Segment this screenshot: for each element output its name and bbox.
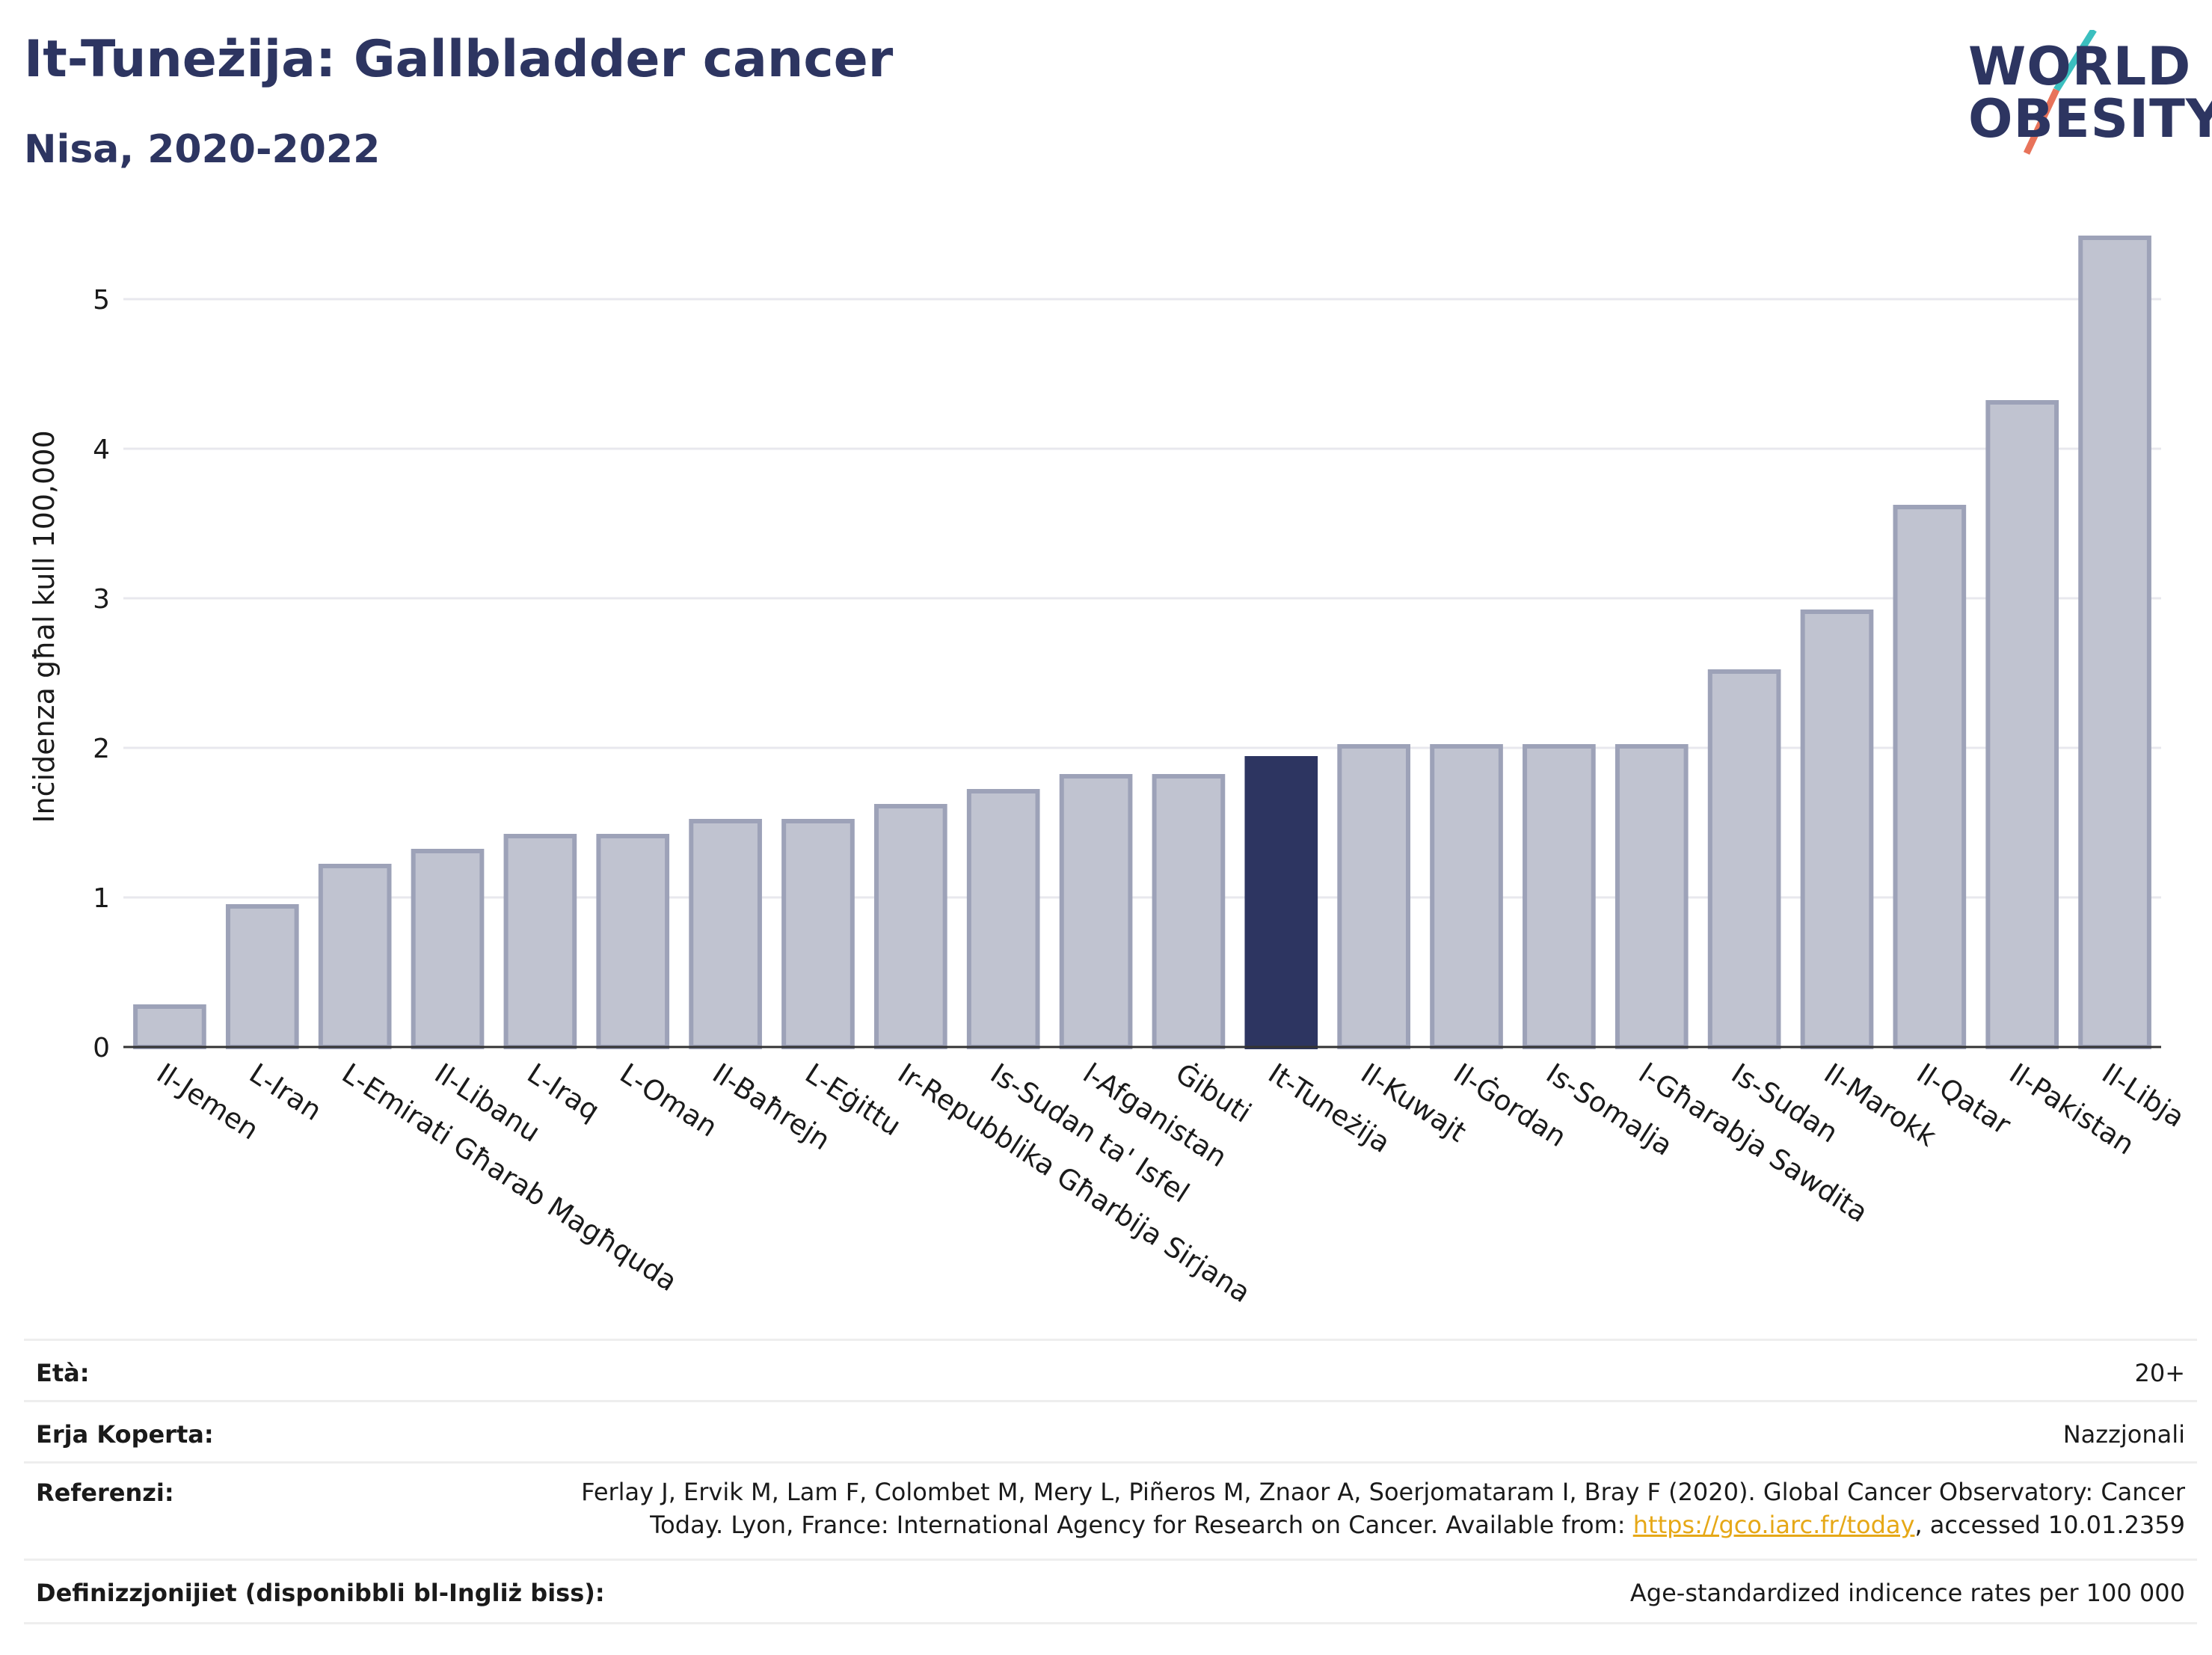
- y-tick-label: 0: [93, 1033, 110, 1063]
- bar-13: [1337, 744, 1410, 1049]
- world-obesity-logo: WORLD OBESITY: [1944, 30, 2212, 157]
- page-title: It-Tuneżija: Gallbladder cancer: [24, 30, 894, 89]
- reference-link[interactable]: https://gco.iarc.fr/today: [1632, 1511, 1915, 1539]
- y-tick-label: 2: [93, 734, 110, 764]
- reference-text: Today. Lyon, France: International Agenc…: [650, 1511, 1633, 1539]
- logo-slash-icon: [2023, 30, 2097, 155]
- bar-5: [596, 834, 670, 1049]
- bar-16: [1615, 744, 1689, 1049]
- footer-key: Erja Koperta:: [36, 1420, 214, 1449]
- reference-accessed: , accessed 10.01.2359: [1914, 1511, 2185, 1539]
- y-tick-label: 3: [93, 584, 110, 615]
- bar-20: [1985, 400, 2059, 1049]
- bar-10: [1059, 774, 1133, 1049]
- footer-value: 20+: [2134, 1359, 2185, 1387]
- footer-key: Età:: [36, 1359, 90, 1387]
- footer-value: Age-standardized indicence rates per 100…: [1629, 1579, 2185, 1607]
- x-tick-label: L-Oman: [614, 1057, 723, 1143]
- reference-line-2: Today. Lyon, France: International Agenc…: [581, 1508, 2185, 1541]
- bar-17: [1707, 669, 1781, 1049]
- logo-text-world: WORLD: [1968, 36, 2192, 97]
- bar-12: [1244, 756, 1318, 1049]
- bar-21: [2078, 236, 2151, 1049]
- footer-key: Referenzi:: [36, 1479, 174, 1507]
- y-tick-label: 5: [93, 285, 110, 316]
- footer-value: Nazzjonali: [2062, 1420, 2185, 1449]
- footer-row-age: Età: 20+: [24, 1339, 2197, 1402]
- bar-0: [133, 1004, 206, 1049]
- y-tick-label: 1: [93, 883, 110, 914]
- bar-1: [225, 904, 299, 1049]
- bar-4: [503, 834, 577, 1049]
- logo-text-obesity: OBESITY: [1968, 88, 2212, 150]
- bar-9: [966, 789, 1040, 1049]
- bar-7: [781, 819, 855, 1049]
- bar-2: [318, 864, 392, 1049]
- footer-value: Ferlay J, Ervik M, Lam F, Colombet M, Me…: [581, 1476, 2185, 1541]
- bar-3: [411, 849, 485, 1049]
- y-tick-label: 4: [93, 435, 110, 465]
- bar-8: [874, 804, 947, 1049]
- x-tick-label: Il-Jemen: [151, 1057, 264, 1146]
- bar-15: [1523, 744, 1596, 1049]
- page-subtitle: Nisa, 2020-2022: [24, 127, 381, 172]
- footer-row-references: Referenzi: Ferlay J, Ervik M, Lam F, Col…: [24, 1461, 2197, 1561]
- bar-11: [1152, 774, 1226, 1049]
- y-axis-label: Inċidenza għal kull 100,000: [28, 430, 61, 823]
- bar-14: [1430, 744, 1503, 1049]
- footer-row-definitions: Definizzjonijiet (disponibbli bl-Ingliż …: [24, 1559, 2197, 1624]
- bar-18: [1800, 610, 1874, 1049]
- bar-19: [1893, 505, 1967, 1049]
- footer-row-area: Erja Koperta: Nazzjonali: [24, 1400, 2197, 1464]
- bar-6: [689, 819, 762, 1049]
- reference-line-1: Ferlay J, Ervik M, Lam F, Colombet M, Me…: [581, 1478, 2185, 1506]
- footer-key: Definizzjonijiet (disponibbli bl-Ingliż …: [36, 1579, 605, 1607]
